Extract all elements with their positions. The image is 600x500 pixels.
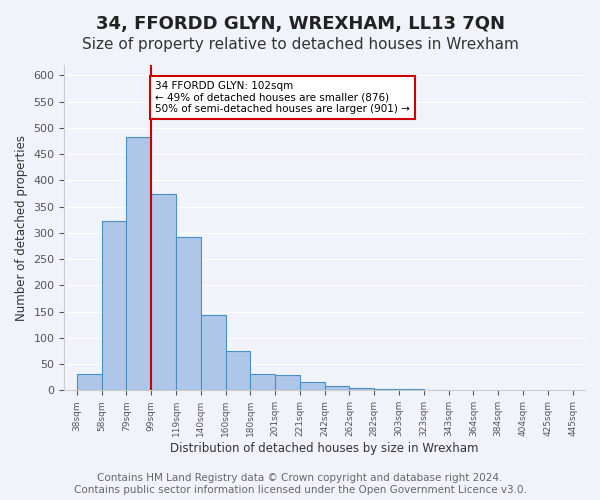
- Bar: [151, 194, 176, 390]
- Bar: [349, 388, 374, 390]
- Bar: [325, 386, 349, 390]
- Bar: [101, 222, 127, 390]
- Bar: [250, 374, 275, 390]
- Text: Contains HM Land Registry data © Crown copyright and database right 2024.
Contai: Contains HM Land Registry data © Crown c…: [74, 474, 526, 495]
- Bar: [374, 389, 399, 390]
- X-axis label: Distribution of detached houses by size in Wrexham: Distribution of detached houses by size …: [170, 442, 479, 455]
- Y-axis label: Number of detached properties: Number of detached properties: [15, 134, 28, 320]
- Bar: [226, 351, 250, 391]
- Bar: [77, 374, 101, 390]
- Bar: [176, 237, 201, 390]
- Text: Size of property relative to detached houses in Wrexham: Size of property relative to detached ho…: [82, 38, 518, 52]
- Text: 34, FFORDD GLYN, WREXHAM, LL13 7QN: 34, FFORDD GLYN, WREXHAM, LL13 7QN: [95, 15, 505, 33]
- Bar: [275, 375, 300, 390]
- Bar: [201, 315, 226, 390]
- Bar: [127, 137, 151, 390]
- Text: 34 FFORDD GLYN: 102sqm
← 49% of detached houses are smaller (876)
50% of semi-de: 34 FFORDD GLYN: 102sqm ← 49% of detached…: [155, 80, 410, 114]
- Bar: [300, 382, 325, 390]
